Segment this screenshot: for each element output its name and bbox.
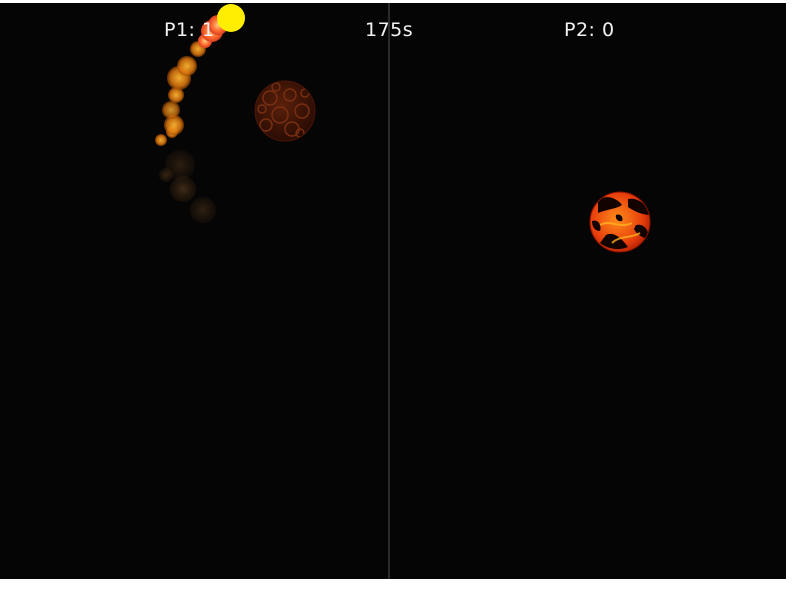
center-divider — [388, 3, 390, 579]
fire-trail-icon — [155, 15, 228, 223]
dark-lava-planet-icon — [254, 80, 316, 142]
round-timer: 175s — [365, 19, 414, 41]
p1-score: P1: 1 — [164, 19, 215, 41]
game-scene — [155, 4, 651, 253]
p2-score: P2: 0 — [564, 19, 615, 41]
yellow-ball-icon — [217, 4, 245, 32]
molten-lava-planet-icon — [589, 191, 651, 253]
game-canvas[interactable]: P1: 1 175s P2: 0 — [0, 3, 786, 579]
